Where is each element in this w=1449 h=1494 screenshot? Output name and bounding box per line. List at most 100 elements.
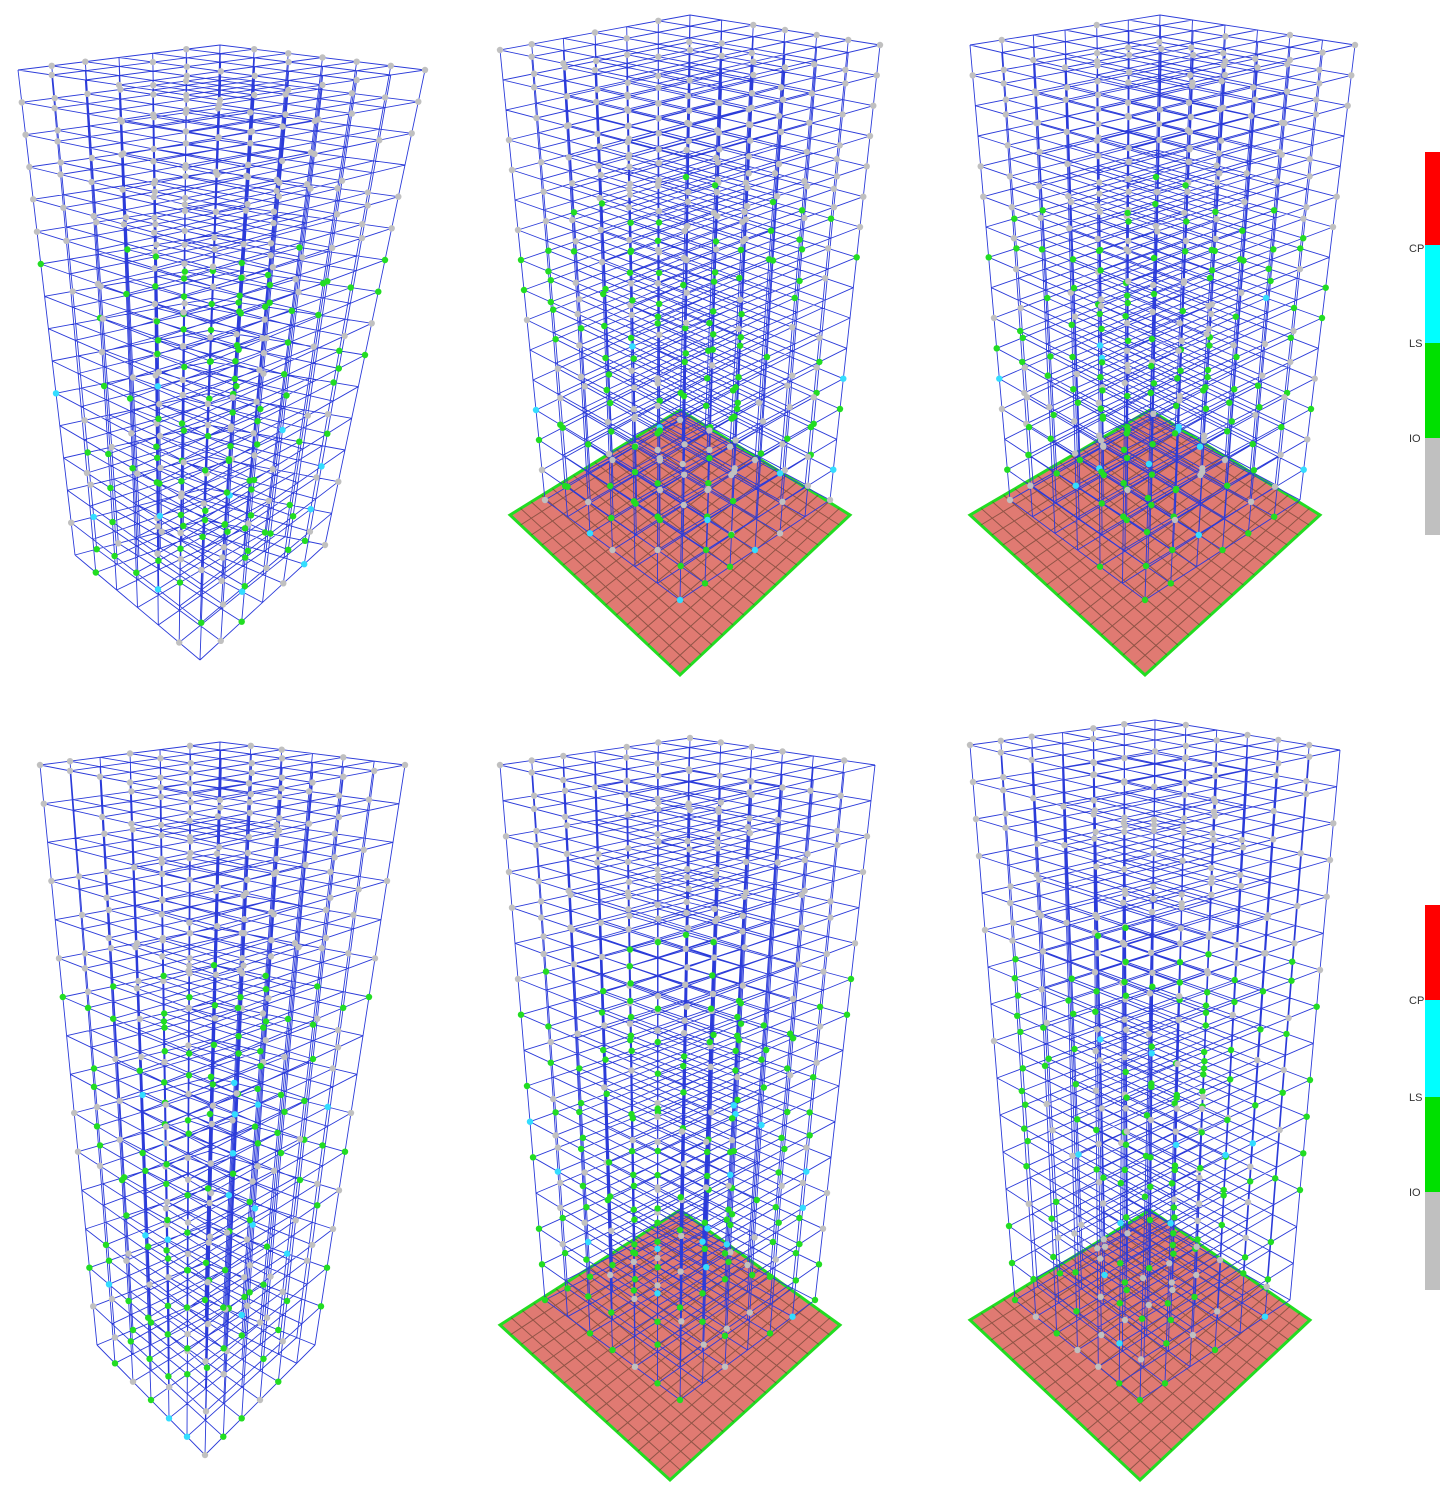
hinge [1099, 387, 1106, 394]
hinge [178, 478, 185, 485]
hinge [81, 965, 89, 972]
legend-band [1425, 905, 1440, 1000]
hinge [235, 299, 242, 306]
hinge [288, 307, 295, 314]
hinge [1028, 733, 1035, 740]
hinge [654, 237, 662, 244]
hinge [152, 221, 159, 228]
hinge [1078, 1221, 1085, 1229]
hinge [684, 92, 692, 100]
hinge [1060, 803, 1067, 810]
hinge [303, 1257, 311, 1264]
hinge [1124, 209, 1131, 217]
hinge [1146, 1216, 1154, 1224]
hinge [743, 202, 751, 210]
hinge [216, 843, 223, 851]
hinge [1289, 958, 1296, 965]
hinge [1092, 1008, 1099, 1015]
hinge [209, 1081, 216, 1088]
hinge [1123, 1094, 1130, 1101]
hinge [1124, 337, 1132, 344]
hinge [628, 1147, 636, 1155]
hinge [526, 1118, 534, 1125]
hinge [682, 945, 689, 952]
hinge [155, 369, 162, 376]
hinge [627, 980, 634, 987]
hinge [712, 154, 720, 161]
hinge [1171, 1214, 1178, 1221]
hinge [1202, 1002, 1210, 1009]
hinge [605, 450, 613, 458]
hinge [1303, 790, 1310, 798]
hinge [181, 268, 189, 275]
hinge [766, 1273, 774, 1280]
hinge [347, 1109, 355, 1117]
hinge [627, 1032, 635, 1039]
hinge [1329, 223, 1337, 231]
hinge [1030, 56, 1037, 64]
hinge [267, 252, 274, 259]
hinge [313, 474, 320, 481]
hinge [656, 516, 664, 524]
hinge [302, 861, 309, 868]
hinge [55, 955, 63, 962]
hinge [1097, 373, 1104, 381]
hinge [315, 311, 322, 319]
hinge [760, 1022, 767, 1029]
hinge [758, 1056, 765, 1063]
hinge [236, 967, 243, 974]
hinge [1256, 403, 1263, 411]
hinge [625, 204, 633, 211]
hinge [602, 285, 609, 293]
hinge [364, 189, 372, 196]
hinge [241, 1293, 248, 1301]
hinge [301, 537, 309, 544]
hinge [714, 845, 721, 852]
hinge [826, 496, 834, 504]
hinge [279, 1338, 286, 1345]
hinge [304, 181, 311, 188]
hinge [1117, 1260, 1124, 1267]
hinge [147, 1319, 155, 1326]
hinge [609, 546, 616, 554]
hinge [387, 62, 394, 69]
hinge [1034, 840, 1041, 848]
hinge [159, 953, 166, 960]
hinge [322, 906, 330, 914]
hinge [796, 236, 803, 243]
hinge [334, 1044, 342, 1051]
hinge [684, 188, 692, 196]
hinge [37, 260, 44, 268]
hinge [1300, 215, 1307, 222]
hinge [655, 915, 662, 922]
hinge [586, 1273, 594, 1280]
hinge [229, 1170, 237, 1177]
hinge [609, 1346, 616, 1354]
hinge [1145, 1030, 1153, 1038]
hinge [630, 355, 637, 362]
hinge [1121, 1053, 1128, 1061]
hinge [327, 868, 334, 876]
hinge [1182, 742, 1190, 749]
hinge [570, 209, 578, 216]
hinge [629, 1136, 636, 1144]
hinge [136, 1015, 143, 1023]
hinge [1259, 988, 1267, 995]
hinge [209, 263, 217, 270]
hinge [704, 486, 711, 494]
hinge [596, 143, 603, 150]
hinge [1270, 836, 1277, 843]
hinge [371, 955, 379, 962]
hinge [1297, 850, 1304, 857]
hinge [164, 1216, 171, 1224]
hinge [129, 1378, 137, 1385]
hinge [1198, 1129, 1205, 1136]
hinge [262, 303, 269, 310]
hinge [655, 207, 663, 215]
hinge [710, 308, 717, 315]
hinge [1094, 235, 1102, 243]
hinge [1215, 150, 1223, 157]
hinge [1011, 1296, 1019, 1304]
hinge [1316, 80, 1323, 87]
hinge [1158, 45, 1165, 52]
